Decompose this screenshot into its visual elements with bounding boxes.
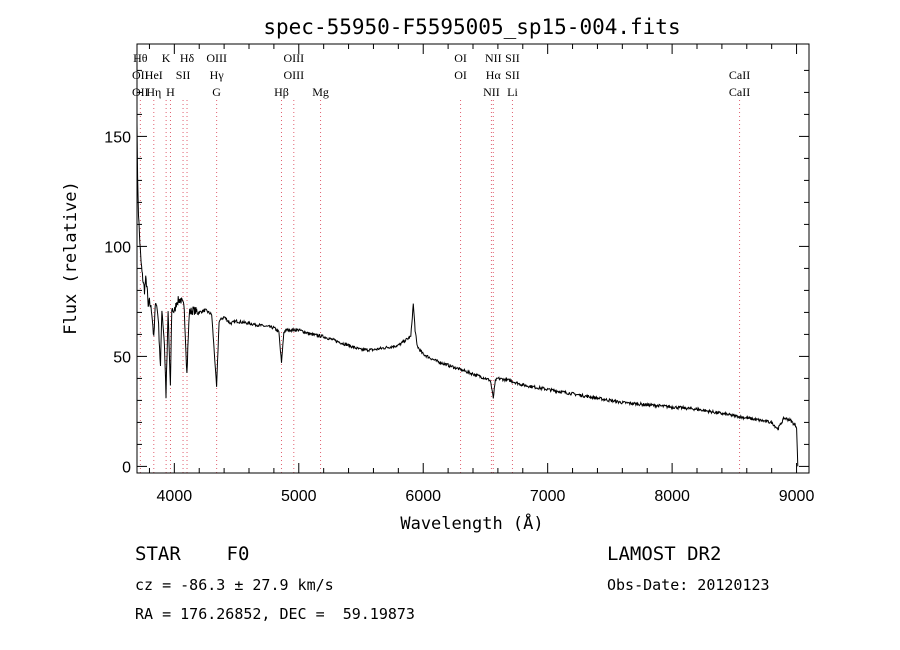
x-tick-label: 6000	[405, 488, 441, 505]
y-tick-label: 100	[104, 239, 131, 256]
marker-label: Mg	[312, 85, 329, 99]
plot-frame	[136, 43, 810, 474]
coordinates-label: RA = 176.26852, DEC = 59.19873	[135, 605, 415, 623]
marker-label: Hβ	[274, 85, 289, 99]
y-tick-label: 150	[104, 129, 131, 146]
marker-label: Li	[507, 85, 518, 99]
marker-label: SII	[505, 51, 520, 65]
x-tick-label: 4000	[157, 488, 193, 505]
x-tick-label: 5000	[281, 488, 317, 505]
marker-label: OIII	[283, 51, 304, 65]
classification-label: STAR F0	[135, 543, 249, 565]
marker-label: OII	[132, 68, 149, 82]
y-tick-label: 0	[122, 459, 131, 476]
redshift-label: cz = -86.3 ± 27.9 km/s	[135, 576, 334, 594]
y-axis: 0 50 100 150	[104, 69, 809, 476]
marker-label: G	[212, 85, 221, 99]
x-tick-label: 7000	[530, 488, 566, 505]
marker-label: NII	[483, 85, 500, 99]
marker-label: OIII	[206, 51, 227, 65]
x-tick-label: 9000	[779, 488, 815, 505]
marker-label: Hδ	[180, 51, 195, 65]
y-tick-label: 50	[113, 349, 131, 366]
x-tick-label: 8000	[654, 488, 690, 505]
marker-label: Hγ	[210, 68, 225, 82]
marker-label: Hη	[146, 85, 161, 99]
chart-title: spec-55950-F5595005_sp15-004.fits	[263, 15, 680, 39]
marker-label: SII	[505, 68, 520, 82]
spectrum-series	[136, 123, 799, 467]
x-axis: 4000 5000 6000 7000 8000 9000	[148, 44, 815, 505]
x-axis-label: Wavelength (Å)	[400, 512, 543, 534]
marker-label: H	[166, 85, 175, 99]
marker-label: CaII	[729, 68, 750, 82]
marker-label: Hθ	[133, 51, 148, 65]
y-axis-label: Flux (relative)	[61, 181, 81, 335]
marker-label: OIII	[283, 68, 304, 82]
marker-label: HeI	[145, 68, 163, 82]
marker-label: SII	[176, 68, 191, 82]
survey-label: LAMOST DR2	[607, 543, 721, 565]
obs-date-label: Obs-Date: 20120123	[607, 576, 770, 594]
marker-label: NII	[485, 51, 502, 65]
marker-label: OI	[454, 68, 467, 82]
marker-label: CaII	[729, 85, 750, 99]
marker-label: K	[162, 51, 171, 65]
spectrum-line	[136, 123, 799, 467]
marker-label: Hα	[486, 68, 502, 82]
marker-label: OI	[454, 51, 467, 65]
